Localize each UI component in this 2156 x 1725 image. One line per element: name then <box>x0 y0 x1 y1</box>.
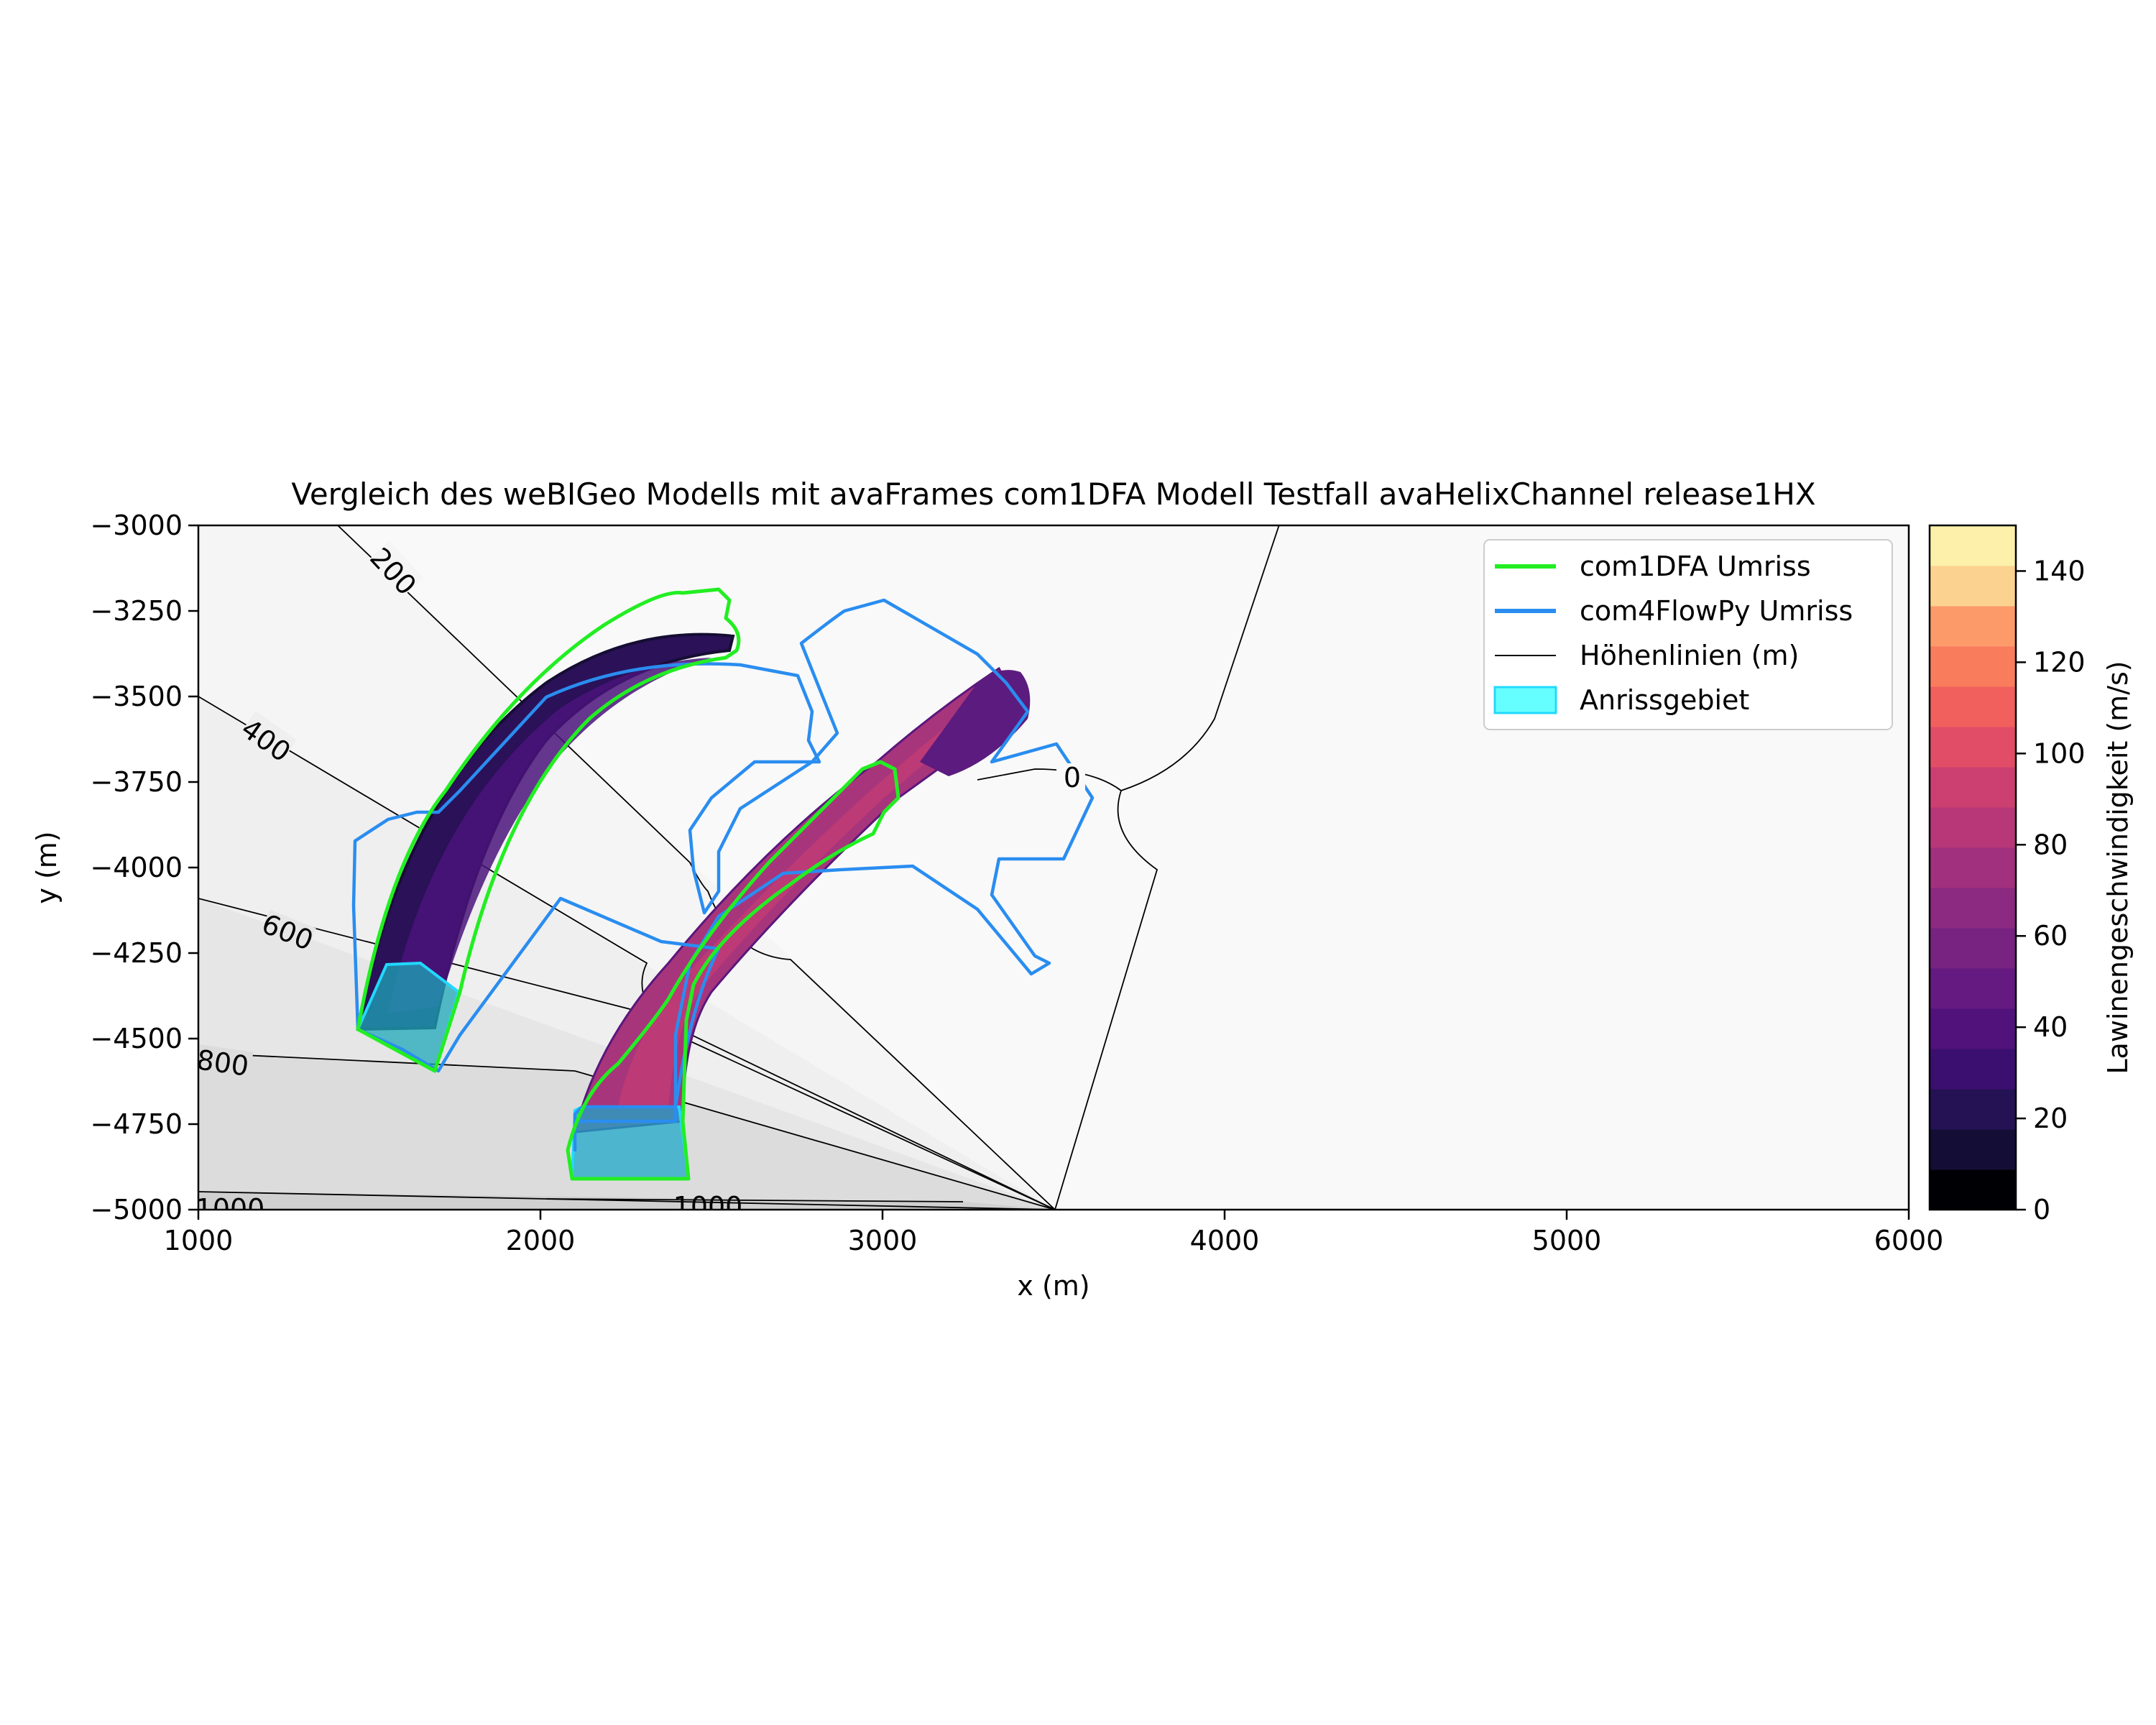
contour-label-1000-left: 1000 <box>195 1193 265 1225</box>
colorbar-band <box>1930 807 2016 848</box>
com1dfa-outline-left <box>356 587 741 1073</box>
x-tick-label: 4000 <box>1190 1225 1260 1256</box>
y-tick-label: −4750 <box>90 1108 183 1140</box>
colorbar-band <box>1930 928 2016 969</box>
colorbar-band <box>1930 646 2016 687</box>
contour-label-1000-mid: 1000 <box>673 1191 743 1223</box>
com1dfa-outline-right <box>566 760 900 1181</box>
colorbar-tick-label: 60 <box>2033 920 2068 952</box>
colorbar-band <box>1930 1129 2016 1170</box>
x-tick-label: 1000 <box>164 1225 234 1256</box>
chart-title: Vergleich des weBIGeo Modells mit avaFra… <box>291 477 1815 512</box>
colorbar-tick-label: 100 <box>2033 737 2086 769</box>
x-axis-label: x (m) <box>1017 1270 1089 1302</box>
y-tick-label: −4250 <box>90 937 183 969</box>
y-tick-label: −3000 <box>90 510 183 541</box>
colorbar-band <box>1930 1169 2016 1210</box>
velocity-field-right-tail <box>920 670 1031 776</box>
colorbar-label: Lawinengeschwindigkeit (m/s) <box>2102 661 2134 1074</box>
y-tick-label: −4000 <box>90 852 183 883</box>
colorbar-band <box>1930 727 2016 768</box>
x-tick-label: 6000 <box>1874 1225 1944 1256</box>
colorbar-band <box>1930 767 2016 808</box>
colorbar-tick-label: 140 <box>2033 555 2086 586</box>
legend-symbol <box>1493 686 1557 714</box>
colorbar-tick-label: 120 <box>2033 646 2086 678</box>
colorbar-tick-label: 80 <box>2033 829 2068 860</box>
colorbar: 0 20 40 60 80 100 120 140 Lawinengeschwindigkei… <box>1928 524 2134 1225</box>
x-axis-ticks: 1000 2000 3000 4000 5000 6000 <box>164 1210 1944 1256</box>
y-tick-label: −4500 <box>90 1023 183 1054</box>
legend-label: Höhenlinien (m) <box>1580 640 1799 671</box>
colorbar-frame <box>1928 524 2017 1211</box>
com4flowpy-outline <box>351 598 1095 1152</box>
y-axis-label: y (m) <box>31 831 63 903</box>
colorbar-band <box>1930 1089 2016 1130</box>
y-tick-label: −5000 <box>90 1194 183 1225</box>
colorbar-band <box>1930 847 2016 888</box>
colorbar-tick-label: 40 <box>2033 1011 2068 1043</box>
legend-box <box>1483 539 1893 730</box>
release-area-right <box>570 1105 691 1180</box>
colorbar-band <box>1930 1049 2016 1090</box>
velocity-field-right-core <box>618 690 1003 1107</box>
x-tick-label: 3000 <box>848 1225 918 1256</box>
colorbar-band <box>1930 1008 2016 1049</box>
y-tick-label: −3250 <box>90 595 183 627</box>
x-tick-label: 2000 <box>506 1225 576 1256</box>
x-tick-label: 5000 <box>1532 1225 1602 1256</box>
legend-label: com1DFA Umriss <box>1580 551 1811 582</box>
y-axis-ticks: −3000 −3250 −3500 −3750 −4000 −4250 −4500 −4750… <box>90 510 198 1225</box>
colorbar-tick-label: 0 <box>2033 1194 2050 1225</box>
y-tick-label: −3750 <box>90 766 183 798</box>
colorbar-band <box>1930 968 2016 1009</box>
contour-label-0: 0 <box>1064 762 1081 794</box>
colorbar-band <box>1930 686 2016 727</box>
contour-label-800: 800 <box>195 1044 251 1082</box>
y-tick-label: −3500 <box>90 681 183 712</box>
colorbar-band <box>1930 525 2016 566</box>
legend-label: com4FlowPy Umriss <box>1580 595 1853 627</box>
legend: com1DFA Umriss com4FlowPy Umriss Höhenlini… <box>1483 539 1893 730</box>
colorbar-band <box>1930 566 2016 607</box>
colorbar-tick-label: 20 <box>2033 1103 2068 1134</box>
colorbar-band <box>1930 606 2016 647</box>
legend-label: Anrissgebiet <box>1580 684 1749 716</box>
colorbar-band <box>1930 888 2016 929</box>
